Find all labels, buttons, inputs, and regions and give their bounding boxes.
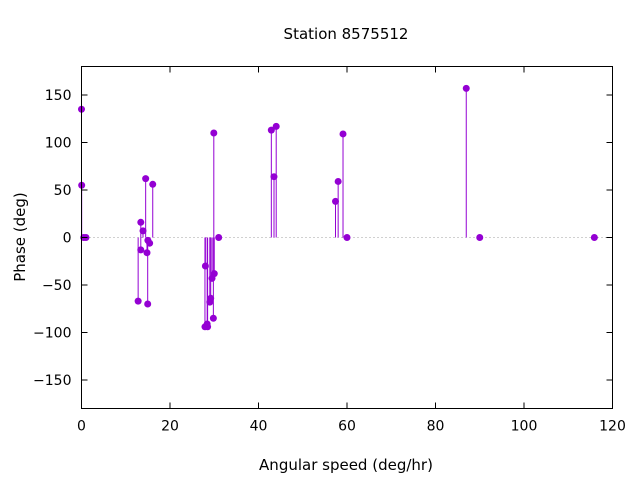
y-tick-label: −150 — [33, 373, 71, 389]
tick-layer: 0 20 40 60 80 100 120 −150 −100 −50 0 50 100 150 — [33, 66, 626, 435]
y-tick-label: 150 — [45, 88, 72, 104]
x-tick-label: 120 — [599, 419, 626, 435]
data-point — [210, 129, 218, 137]
y-tick-label: 100 — [45, 136, 72, 152]
data-point — [139, 227, 147, 235]
point-layer — [78, 84, 598, 331]
data-point — [270, 173, 278, 181]
data-point — [590, 234, 598, 241]
y-tick-label: −50 — [42, 278, 72, 294]
x-tick-label: 0 — [77, 419, 86, 435]
x-tick-label: 100 — [511, 419, 538, 435]
chart-title: Station 8575512 — [284, 25, 409, 43]
data-point — [210, 270, 218, 278]
data-point — [272, 122, 280, 130]
data-point — [476, 234, 484, 241]
data-point — [134, 297, 142, 305]
y-tick-label: 0 — [63, 231, 72, 247]
data-point — [343, 234, 351, 241]
data-point — [209, 314, 217, 322]
y-tick-label: −100 — [33, 326, 71, 342]
data-point — [339, 130, 347, 138]
data-point — [204, 323, 212, 331]
data-point — [149, 180, 157, 188]
x-axis-title: Angular speed (deg/hr) — [259, 456, 433, 474]
data-point — [267, 126, 275, 134]
data-point — [142, 175, 150, 183]
data-point — [462, 84, 470, 92]
data-point — [207, 294, 215, 302]
data-point — [201, 262, 209, 270]
x-tick-label: 60 — [338, 419, 356, 435]
data-point — [143, 249, 151, 257]
data-point — [334, 177, 342, 185]
x-tick-label: 80 — [427, 419, 445, 435]
data-point — [144, 300, 152, 308]
y-axis-title: Phase (deg) — [11, 192, 29, 282]
data-point — [137, 218, 145, 226]
x-tick-label: 20 — [161, 419, 179, 435]
x-tick-label: 40 — [250, 419, 268, 435]
y-tick-label: 50 — [54, 183, 72, 199]
data-point — [146, 239, 154, 247]
data-point — [215, 234, 223, 241]
data-point — [137, 246, 145, 254]
data-point — [331, 197, 339, 205]
